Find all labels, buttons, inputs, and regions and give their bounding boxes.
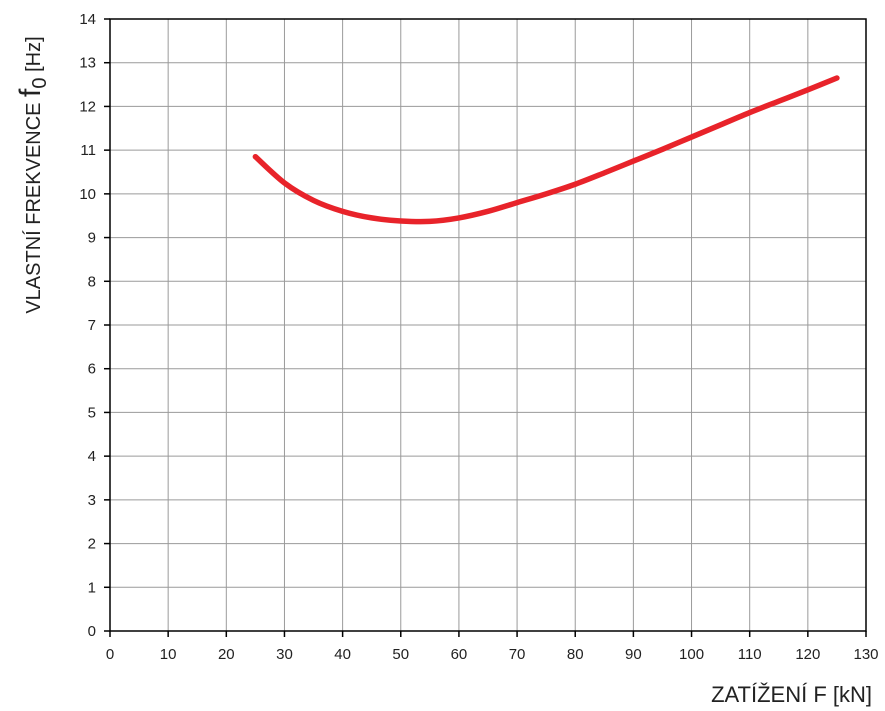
data-point xyxy=(458,217,460,219)
y-tick-label: 5 xyxy=(88,404,96,421)
data-point xyxy=(342,210,344,212)
data-point xyxy=(603,172,605,174)
x-tick-label: 90 xyxy=(625,646,642,663)
x-tick-label: 0 xyxy=(106,646,114,663)
data-point xyxy=(720,124,722,126)
y-tick-label: 7 xyxy=(88,317,96,334)
data-point xyxy=(574,183,576,185)
data-point xyxy=(749,112,751,114)
data-point xyxy=(691,136,693,138)
y-axis-title-unit: [Hz] xyxy=(23,36,45,77)
data-point xyxy=(661,148,663,150)
y-tick-label: 13 xyxy=(79,55,96,72)
x-tick-label: 10 xyxy=(160,646,177,663)
data-point xyxy=(516,202,518,204)
x-tick-label: 20 xyxy=(218,646,235,663)
x-tick-label: 70 xyxy=(509,646,526,663)
x-tick-labels: 0 10 20 30 40 50 60 70 80 90 100 110 120 130 xyxy=(106,646,879,663)
data-point xyxy=(487,210,489,212)
x-tick-label: 120 xyxy=(795,646,820,663)
x-tick-label: 40 xyxy=(334,646,351,663)
x-axis-title: ZATÍŽENÍ F [kN] xyxy=(711,682,872,707)
y-tick-label: 3 xyxy=(88,492,96,509)
x-tick-label: 60 xyxy=(451,646,468,663)
data-point xyxy=(400,220,402,222)
x-tick-label: 100 xyxy=(679,646,704,663)
y-tick-label: 6 xyxy=(88,361,96,378)
data-point xyxy=(283,182,285,184)
x-tick-label: 130 xyxy=(853,646,878,663)
y-tick-label: 8 xyxy=(88,273,96,290)
data-point xyxy=(429,220,431,222)
data-point xyxy=(545,193,547,195)
x-tick-label: 80 xyxy=(567,646,584,663)
data-points xyxy=(254,77,838,222)
y-axis-title-main: VLASTNÍ FREKVENCE xyxy=(22,97,45,314)
y-tick-label: 12 xyxy=(79,98,96,115)
data-point xyxy=(313,199,315,201)
x-tick-label: 30 xyxy=(276,646,293,663)
data-point xyxy=(254,156,256,158)
y-tick-label: 9 xyxy=(88,230,96,247)
y-tick-label: 0 xyxy=(88,623,96,640)
y-tick-label: 10 xyxy=(79,186,96,203)
x-tick-label: 50 xyxy=(392,646,409,663)
data-point xyxy=(371,217,373,219)
axis-ticks xyxy=(104,18,867,637)
data-point xyxy=(632,160,634,162)
y-axis-title-subscript: 0 xyxy=(29,77,51,88)
data-point xyxy=(807,89,809,91)
data-point xyxy=(836,77,838,79)
x-axis-title-unit: [kN] xyxy=(833,682,872,707)
x-tick-label: 110 xyxy=(738,646,762,663)
data-point xyxy=(778,100,780,102)
y-tick-label: 4 xyxy=(88,448,96,465)
y-axis-title-symbol: f xyxy=(14,88,47,97)
y-tick-label: 11 xyxy=(80,142,96,159)
x-axis-title-main: ZATÍŽENÍ F xyxy=(711,682,833,707)
y-tick-label: 14 xyxy=(79,11,96,28)
y-tick-label: 1 xyxy=(88,579,96,596)
y-axis-title: VLASTNÍ FREKVENCE f0 [Hz] xyxy=(14,36,51,313)
y-tick-label: 2 xyxy=(88,536,96,553)
